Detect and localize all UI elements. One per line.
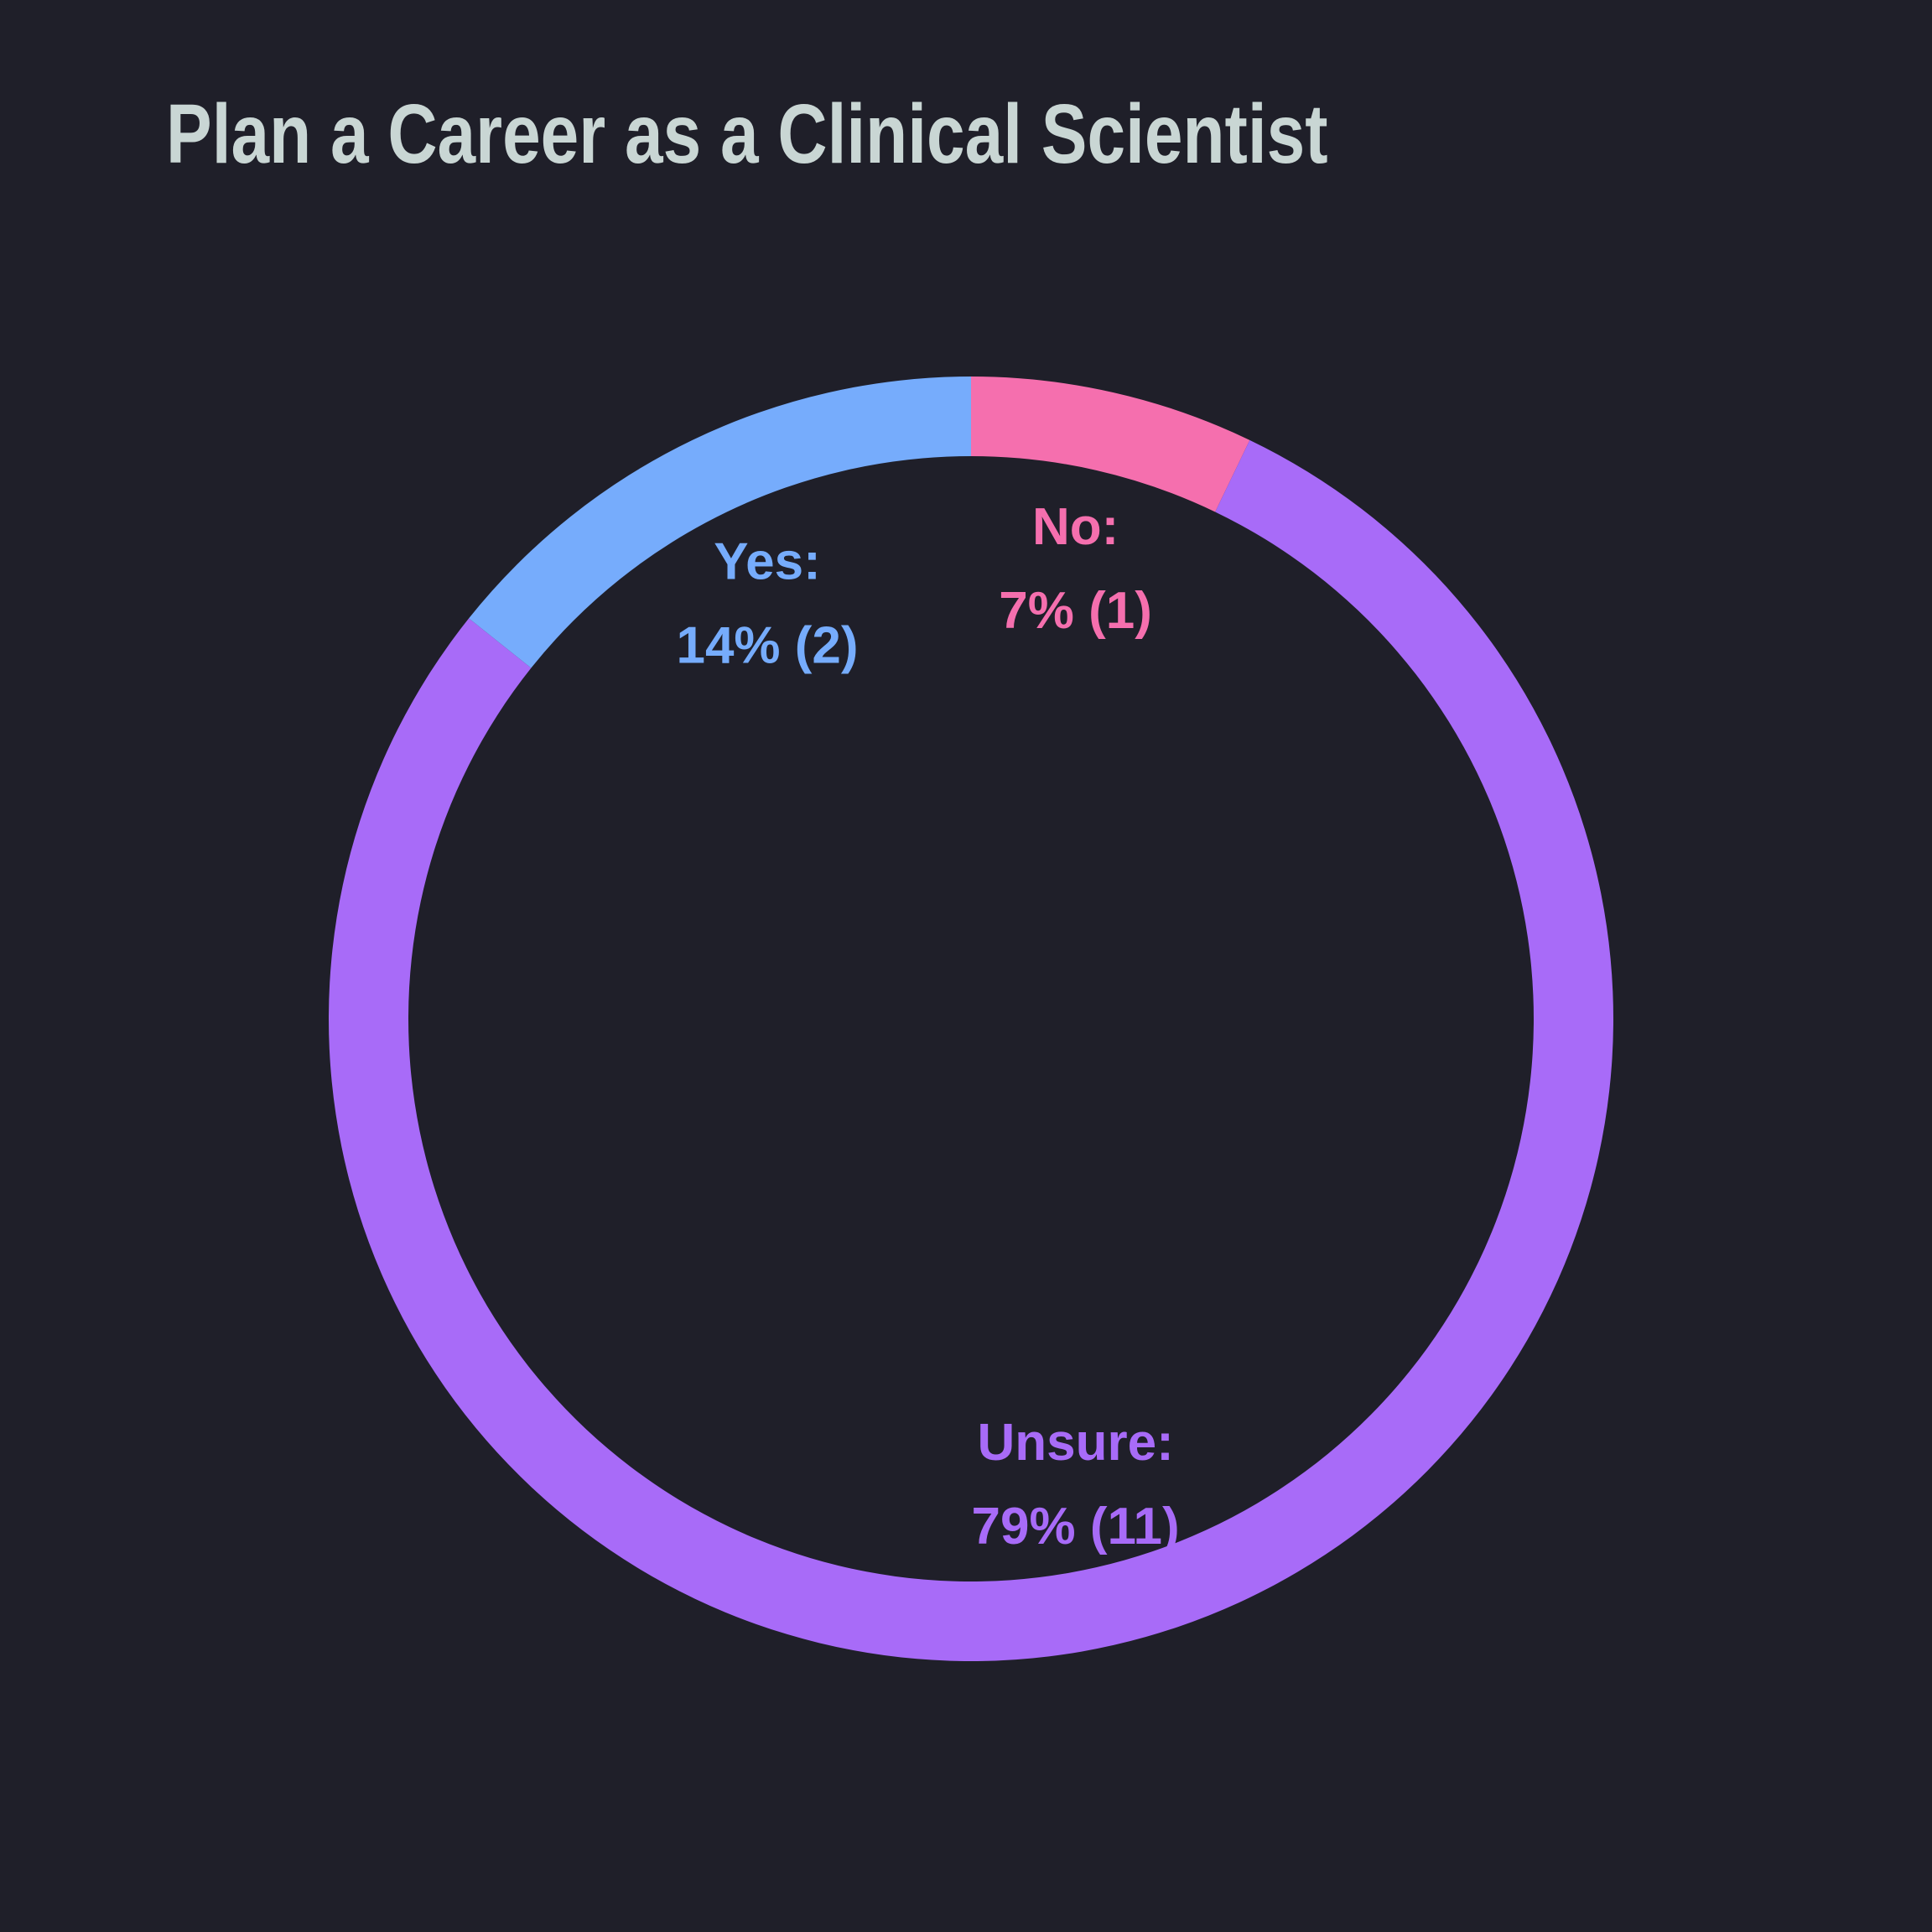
slice-value-yes: 14% (2) bbox=[676, 616, 858, 674]
slice-label-unsure: Unsure: bbox=[977, 1414, 1173, 1472]
chart-title: Plan a Career as a Clinical Scientist bbox=[166, 87, 1328, 181]
slice-value-unsure: 79% (11) bbox=[972, 1498, 1180, 1555]
slice-label-no: No: bbox=[1032, 498, 1119, 556]
slice-label-yes: Yes: bbox=[714, 532, 821, 590]
slice-no bbox=[971, 377, 1250, 512]
slice-yes bbox=[469, 377, 971, 668]
slice-value-no: 7% (1) bbox=[999, 582, 1152, 640]
